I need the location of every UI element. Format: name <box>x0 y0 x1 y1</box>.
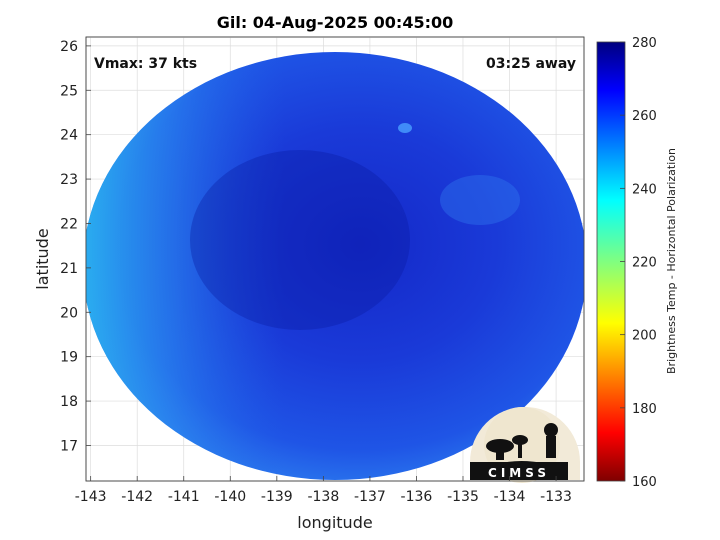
x-tick-label: -138 <box>307 489 339 505</box>
x-tick-label: -142 <box>121 489 153 505</box>
vmax-label: Vmax: 37 kts <box>94 56 197 72</box>
logo-text: CIMSS <box>488 466 550 480</box>
cimss-logo: CIMSS <box>470 407 580 483</box>
swath-edge-shading <box>86 52 584 480</box>
colorbar-ticks: 280 260 240 220 200 180 160 <box>620 36 657 490</box>
y-tick-label: 23 <box>60 172 78 188</box>
figure-title: Gil: 04-Aug-2025 00:45:00 <box>217 13 454 32</box>
colorbar-tick-label: 200 <box>632 329 657 344</box>
colorbar-label: Brightness Temp - Horizontal Polarizatio… <box>665 148 678 374</box>
y-tick-label: 22 <box>60 216 78 232</box>
x-tick-label: -133 <box>540 489 572 505</box>
x-tick-label: -134 <box>494 489 526 505</box>
x-tick-label: -139 <box>261 489 293 505</box>
x-tick-label: -143 <box>75 489 107 505</box>
y-tick-label: 21 <box>60 261 78 277</box>
y-tick-label: 20 <box>60 305 78 321</box>
x-tick-label: -137 <box>354 489 386 505</box>
time-away-label: 03:25 away <box>486 56 576 72</box>
colorbar-tick-label: 180 <box>632 402 657 417</box>
colorbar-tick-label: 260 <box>632 109 657 124</box>
x-tick-label: -140 <box>214 489 246 505</box>
y-tick-label: 17 <box>60 438 78 454</box>
y-tick-label: 18 <box>60 394 78 410</box>
x-tick-label: -141 <box>168 489 200 505</box>
bright-band <box>440 175 520 225</box>
colorbar-tick-label: 240 <box>632 182 657 197</box>
y-tick-label: 24 <box>60 128 78 144</box>
x-ticks: -143 -142 -141 -140 -139 -138 -137 -136 -135 -134… <box>75 476 572 505</box>
y-ticks: 26 25 24 23 22 21 20 19 18 17 <box>60 39 91 454</box>
plot-frame <box>85 36 585 482</box>
x-axis-label: longitude <box>297 513 372 532</box>
colorbar-tick-label: 280 <box>632 36 657 51</box>
colorbar-tick-label: 220 <box>632 256 657 271</box>
y-tick-label: 25 <box>60 83 78 99</box>
y-tick-label: 19 <box>60 350 78 366</box>
cold-core <box>190 150 410 330</box>
x-tick-label: -136 <box>401 489 433 505</box>
x-tick-label: -135 <box>447 489 479 505</box>
bright-spot <box>398 123 412 133</box>
colorbar-tick-label: 160 <box>632 475 657 490</box>
y-tick-label: 26 <box>60 39 78 55</box>
y-axis-label: latitude <box>33 228 52 289</box>
